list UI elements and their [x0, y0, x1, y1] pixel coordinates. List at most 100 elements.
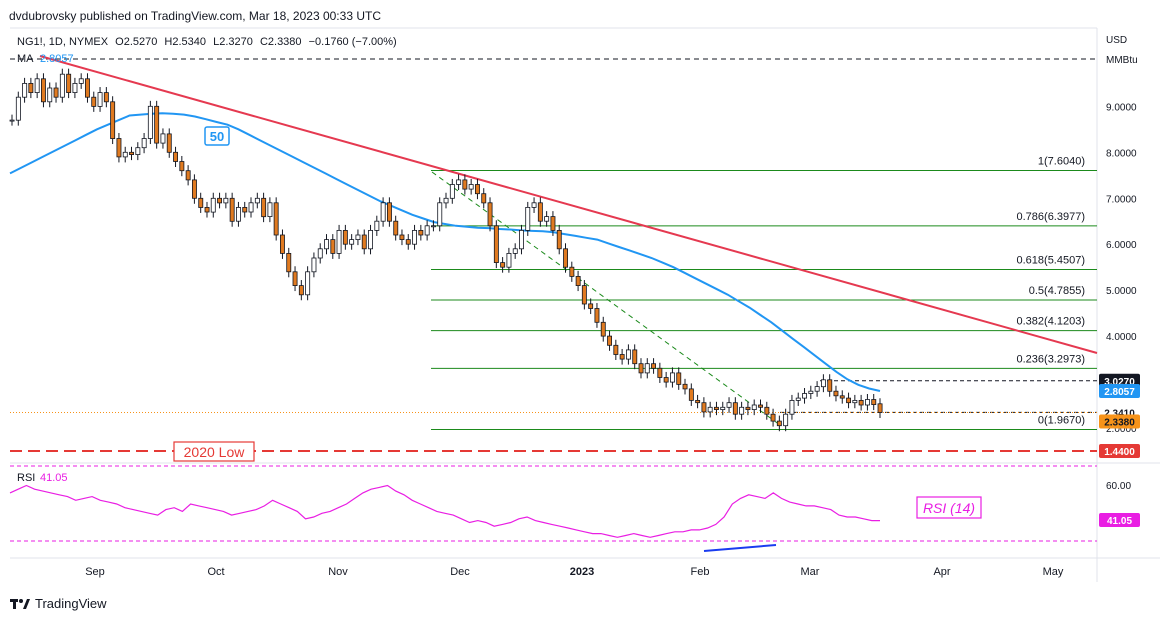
- publish-header: dvdubrovsky published on TradingView.com…: [0, 0, 1165, 28]
- candle-body: [217, 197, 222, 204]
- candle-body: [166, 133, 172, 153]
- candle-body: [28, 83, 34, 94]
- candle-body: [581, 285, 587, 305]
- candle-body: [839, 395, 845, 399]
- candle-body: [97, 92, 103, 107]
- candle-body: [305, 271, 311, 296]
- candle-body: [714, 406, 719, 410]
- candle-body: [745, 406, 751, 410]
- candle-body: [298, 285, 304, 296]
- candle-body: [116, 138, 122, 158]
- candle-body: [657, 367, 663, 378]
- candle-body: [129, 151, 134, 156]
- candle-body: [330, 239, 336, 254]
- price-tag-label: 2.3410: [1104, 408, 1135, 419]
- price-tag-label: 1.4400: [1104, 447, 1135, 458]
- candle-body: [821, 379, 826, 388]
- candle-body: [638, 363, 644, 374]
- candle-body: [229, 197, 235, 222]
- y-tick-label: 7.0000: [1106, 194, 1137, 205]
- candle-body: [607, 335, 612, 346]
- candle-body: [632, 349, 638, 365]
- candle-body: [739, 406, 745, 415]
- candle-body: [254, 197, 260, 204]
- candle-body: [223, 197, 229, 204]
- candle-body: [248, 202, 254, 213]
- candle-body: [814, 386, 820, 392]
- candle-body: [368, 229, 373, 250]
- candle-body: [877, 403, 883, 413]
- candle-body: [456, 179, 462, 185]
- publish-info: dvdubrovsky published on TradingView.com…: [9, 9, 381, 23]
- candle-body: [66, 73, 72, 93]
- x-tick-label: Oct: [207, 566, 224, 578]
- fibonacci-levels: 1(7.6040) 0.786(6.3977) 0.618(5.4507) 0.5(4…: [431, 155, 1097, 431]
- fib-label: 0.5(4.7855): [1029, 285, 1085, 297]
- candle-body: [676, 372, 682, 385]
- candle-body: [688, 388, 694, 401]
- candle-body: [682, 383, 688, 390]
- candle-body: [626, 349, 631, 360]
- candle-body: [349, 239, 355, 245]
- rsi-legend-name: RSI: [17, 472, 35, 484]
- x-tick-label: Dec: [450, 566, 470, 578]
- candle-body: [449, 184, 455, 199]
- price-tag-bg: [1099, 383, 1140, 398]
- candle-body: [764, 406, 770, 415]
- candle-body: [204, 206, 210, 213]
- candle-body: [758, 404, 763, 408]
- x-tick-label: Mar: [801, 566, 820, 578]
- candle-body: [386, 202, 392, 222]
- y-tick-label: 4.0000: [1106, 332, 1137, 343]
- x-tick-label: Feb: [691, 566, 710, 578]
- candle-body: [78, 78, 84, 84]
- candle-body: [600, 321, 606, 337]
- candle-body: [481, 193, 487, 204]
- candle-body: [751, 404, 757, 410]
- candle-body: [336, 229, 342, 254]
- candle-body: [34, 78, 40, 94]
- y-tick-label: 8.0000: [1106, 148, 1137, 159]
- candle-body: [286, 252, 292, 273]
- candle-body: [261, 197, 267, 218]
- ma-50-line: [9, 112, 881, 392]
- fib-label: 0.236(3.2973): [1017, 353, 1086, 365]
- candle-body: [474, 184, 480, 195]
- y-tick-label: 9.0000: [1106, 102, 1137, 113]
- x-tick-label: Nov: [328, 566, 348, 578]
- tradingview-footer[interactable]: TradingView: [10, 593, 107, 613]
- candle-body: [110, 101, 116, 140]
- tradingview-brand: TradingView: [35, 595, 107, 611]
- price-tag-bg: [1099, 414, 1140, 429]
- candle-body: [613, 344, 619, 355]
- candle-body: [695, 399, 701, 404]
- candle-body: [701, 402, 707, 413]
- candle-body: [399, 234, 405, 240]
- candle-body: [525, 206, 531, 231]
- candle-body: [198, 197, 204, 208]
- low-2020-box: [173, 441, 255, 462]
- candle-body: [846, 397, 851, 404]
- candle-body: [147, 105, 153, 139]
- legend-ma: MA 2.8057: [17, 53, 74, 65]
- candle-body: [569, 266, 575, 277]
- candle-body: [468, 184, 474, 190]
- candle-body: [531, 202, 537, 208]
- candle-body: [437, 202, 443, 227]
- candle-body: [317, 248, 323, 259]
- candle-body: [537, 202, 543, 222]
- fib-label: 1(7.6040): [1038, 155, 1085, 167]
- candle-body: [707, 406, 713, 413]
- candle-body: [154, 105, 160, 144]
- candle-body: [47, 87, 53, 103]
- candle-body: [15, 96, 21, 121]
- candle-body: [563, 248, 568, 268]
- candle-body: [361, 234, 367, 250]
- candle-body: [405, 239, 411, 245]
- candle-body: [865, 399, 870, 406]
- candle-body: [324, 239, 329, 250]
- horizontal-levels: [10, 58, 1097, 452]
- candle-body: [500, 262, 506, 268]
